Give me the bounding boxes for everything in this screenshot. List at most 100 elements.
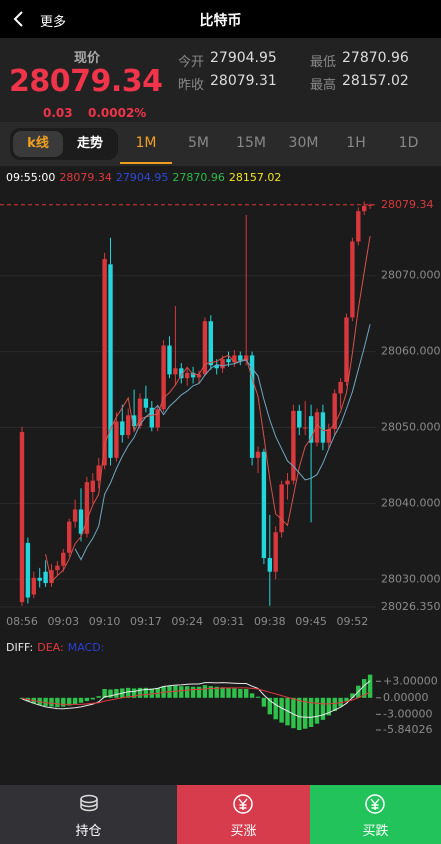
x-tick-label: 09:03 [47,615,79,628]
candle-body [31,577,36,595]
macd-bar [261,697,267,707]
buy-down-button[interactable]: 买跌 [310,785,441,844]
active-underline [120,162,172,164]
ma-line [45,236,371,583]
y-tick-label: -5.84026 [383,723,432,736]
macd-bar [332,697,337,712]
candle-body [126,415,131,436]
macd-bar [244,688,249,698]
macd-bar [303,697,308,729]
stat-label: 最低 [310,55,337,70]
y-tick-label: 28026.3500 [381,600,441,613]
macd-bar [314,697,320,724]
candle-body [155,409,160,428]
macd-bar [19,697,25,699]
macd-bar [96,696,101,698]
icon [365,794,385,814]
candle-body [314,412,320,443]
macd-bar [238,688,243,698]
last-price-label: 28079.34 [381,198,434,211]
macd-bar [190,686,196,698]
legend-label: MACD: [68,641,105,654]
button-label: 买跌 [362,824,389,839]
candle-body [232,355,237,363]
interval-tab[interactable]: 1M [135,135,157,151]
macd-bar [226,687,231,698]
macd-bar [297,697,302,730]
macd-bar [149,688,154,698]
button-label: 持仓 [75,824,102,839]
change-pct: 0.0002% [88,106,147,120]
x-tick-label: 09:38 [254,615,286,628]
macd-bar [49,697,54,707]
y-tick-label: +3.00000 [383,674,438,687]
interval-tab[interactable]: 1D [398,135,419,151]
macd-bar [67,697,72,706]
macd-bar [320,697,326,720]
stat-label: 今开 [178,55,205,70]
candle-body [120,421,125,436]
macd-bar [55,697,60,708]
tab-bar: k线 走势 1M 5M 15M 30M 1H 1D [0,122,441,166]
macd-bar [114,688,119,698]
macd-bar [214,686,219,698]
macd-bar [291,697,296,729]
stat-label: 昨收 [178,78,205,93]
macd-bar [126,687,131,698]
back-icon[interactable] [12,11,24,27]
candle-body [167,345,172,375]
candle-body [90,480,95,493]
mode-tab[interactable]: k线 [13,131,63,157]
buy-up-button[interactable]: 买涨 [177,785,310,844]
ma-line [74,324,371,561]
position-button[interactable]: 持仓 [0,785,177,844]
candle-body [131,415,137,426]
macd-bar [84,697,90,702]
macd-bar [196,686,202,698]
candle-body [108,264,113,458]
x-tick-label: 09:31 [213,615,245,628]
y-tick-label: -3.00000 [383,707,432,720]
candle-body [19,432,25,603]
candle-body [202,321,208,375]
candle-body [356,211,361,242]
candle-body [285,480,290,485]
candle-body [350,241,355,318]
macd-bar [185,686,190,698]
macd-bar [108,689,113,698]
y-tick-label: 28060.0000 [381,345,441,358]
candle-body [208,321,213,366]
candle-body [185,372,190,379]
candle-body [84,482,90,534]
stat-value: 27904.95 [210,50,277,66]
candle-body [67,521,72,553]
candle-body [137,398,143,426]
candle-body [161,345,166,410]
macd-bar [362,679,367,698]
x-tick-label: 09:10 [89,615,121,628]
y-tick-label: 28030.0000 [381,572,441,585]
stat-value: 28079.31 [210,73,277,89]
candle-body [332,393,337,430]
candle-body [72,509,78,522]
candle-body [326,429,331,443]
button-label: 买涨 [230,824,257,839]
info-value: 28157.02 [229,171,282,184]
info-value: 28079.34 [59,171,112,184]
candle-body [338,381,343,394]
candle-body [261,451,267,559]
macd-bar [285,697,290,726]
macd-bar [232,688,237,698]
back-label[interactable]: 更多 [40,15,67,30]
interval-tab[interactable]: 30M [288,135,319,151]
mode-tab[interactable]: 走势 [76,136,103,151]
interval-tab[interactable]: 5M [188,135,209,151]
interval-tab[interactable]: 1H [346,135,366,151]
interval-tab[interactable]: 15M [236,135,266,151]
x-tick-label: 09:52 [337,615,369,628]
candle-body [249,355,255,458]
info-value: 27904.95 [116,171,169,184]
candle-body [61,552,66,566]
macd-bar [367,674,373,698]
